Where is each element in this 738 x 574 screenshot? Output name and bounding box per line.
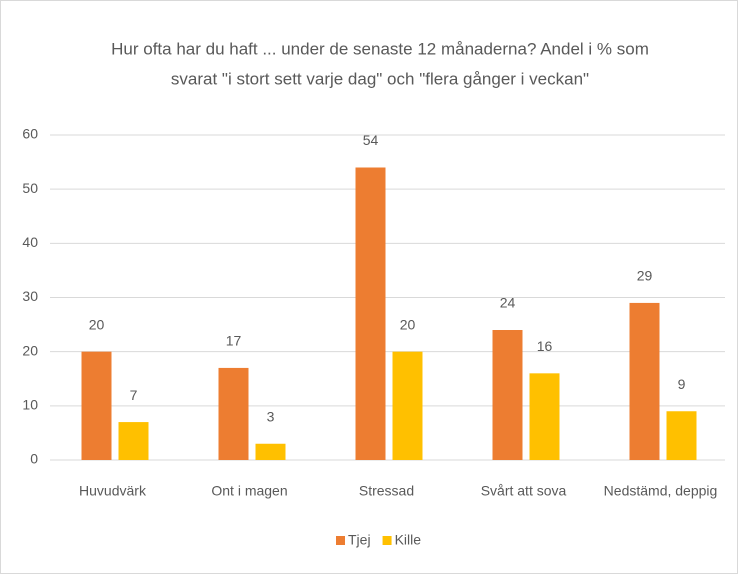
bar xyxy=(218,367,249,460)
data-label: 24 xyxy=(500,295,516,311)
y-tick-label: 30 xyxy=(22,288,38,304)
data-label: 29 xyxy=(637,268,653,284)
y-tick-label: 60 xyxy=(22,126,38,142)
legend-swatch xyxy=(382,536,392,545)
bar xyxy=(118,422,149,460)
data-label: 3 xyxy=(267,408,275,424)
y-tick-label: 40 xyxy=(22,234,38,250)
bar xyxy=(666,411,697,460)
y-tick-label: 50 xyxy=(22,180,38,196)
bar xyxy=(529,373,560,460)
data-label: 54 xyxy=(363,132,379,148)
bar xyxy=(492,330,523,460)
bar xyxy=(81,351,112,460)
x-tick-label: Nedstämd, deppig xyxy=(604,483,718,499)
chart-title: svarat "i stort sett varje dag" och "fle… xyxy=(171,69,589,88)
bar xyxy=(629,302,660,460)
bar xyxy=(255,443,286,460)
data-label: 7 xyxy=(130,387,138,403)
x-tick-label: Huvudvärk xyxy=(79,483,147,499)
legend-swatch xyxy=(336,536,345,545)
chart-title: Hur ofta har du haft ... under de senast… xyxy=(111,39,649,58)
x-tick-label: Ont i magen xyxy=(211,483,287,499)
data-label: 20 xyxy=(89,316,105,332)
data-label: 17 xyxy=(226,333,242,349)
data-label: 9 xyxy=(678,376,686,392)
bar xyxy=(355,167,386,460)
legend-label: Kille xyxy=(395,532,422,548)
x-tick-label: Svårt att sova xyxy=(481,483,567,499)
y-tick-label: 0 xyxy=(30,451,38,467)
y-tick-label: 20 xyxy=(22,342,38,358)
y-tick-label: 10 xyxy=(22,397,38,413)
data-label: 20 xyxy=(400,316,416,332)
legend-label: Tjej xyxy=(348,532,371,548)
data-label: 16 xyxy=(537,338,553,354)
bar xyxy=(392,351,423,460)
x-tick-label: Stressad xyxy=(359,483,414,499)
